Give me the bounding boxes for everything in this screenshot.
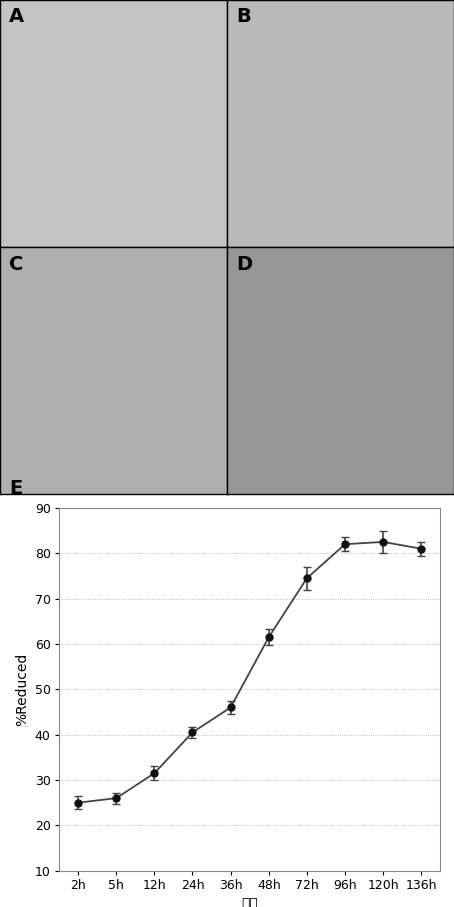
Text: D: D — [236, 255, 252, 274]
Text: C: C — [9, 255, 24, 274]
X-axis label: 时间: 时间 — [242, 898, 258, 907]
Text: A: A — [9, 7, 24, 26]
Text: E: E — [10, 479, 23, 498]
Text: B: B — [236, 7, 251, 26]
Y-axis label: %Reduced: %Reduced — [15, 653, 29, 726]
